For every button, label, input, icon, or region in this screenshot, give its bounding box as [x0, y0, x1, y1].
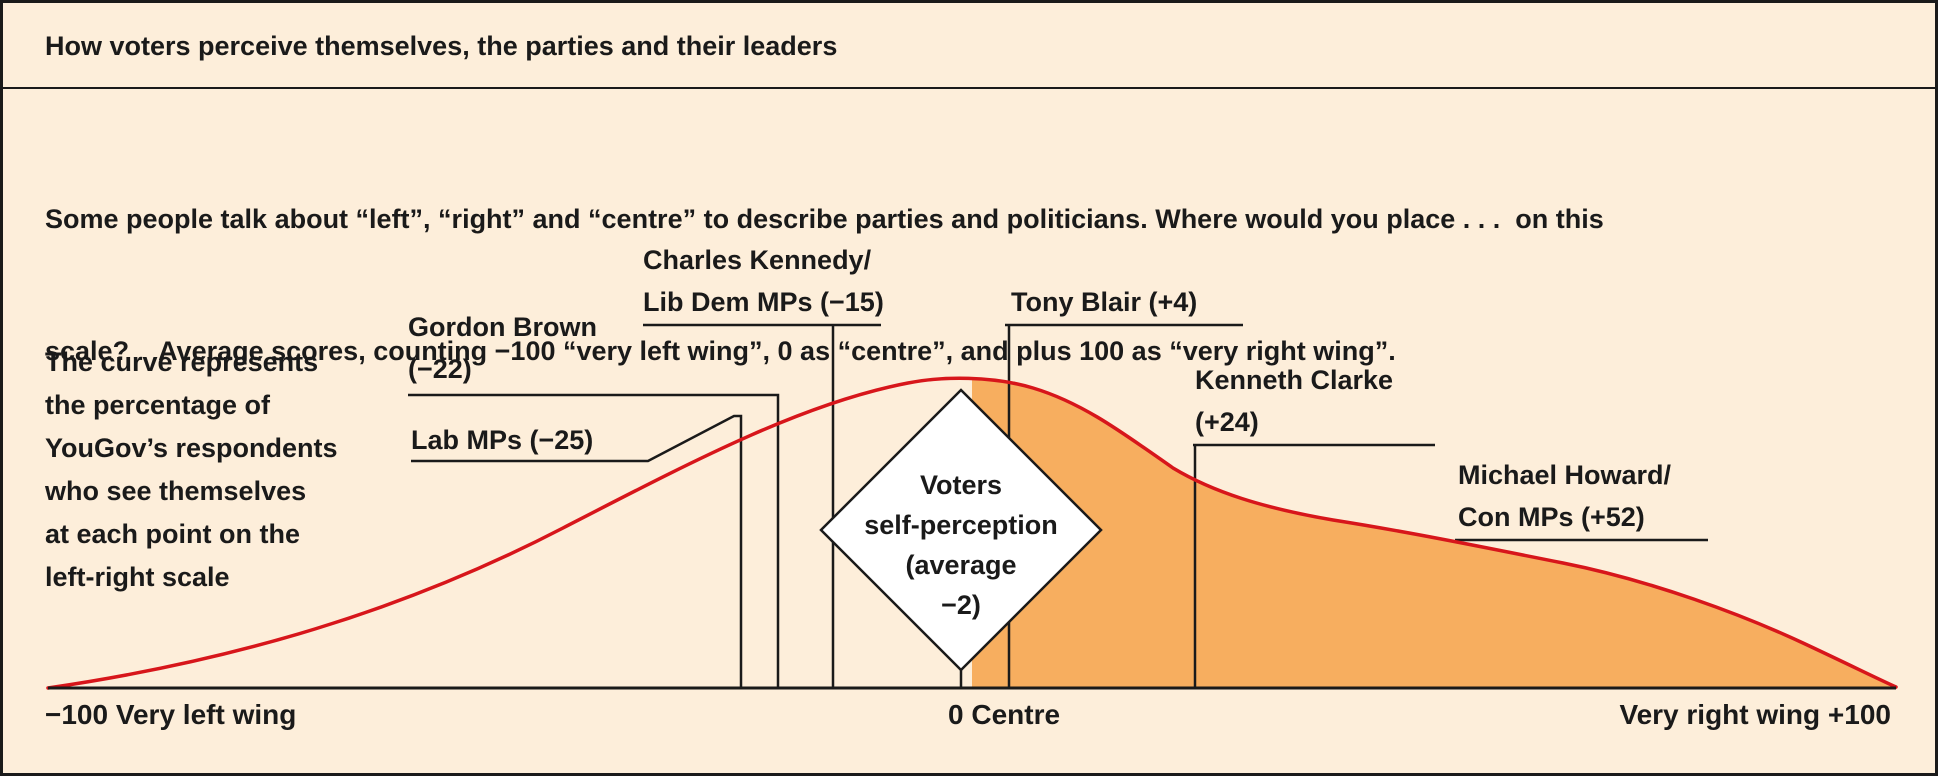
diamond-text-line-1: Voters — [919, 470, 1003, 500]
gordon-brown-connector — [408, 393, 780, 688]
axis-label-centre: 0 Centre — [948, 699, 1061, 730]
curve-explanation-note: The curve represents the percentage of Y… — [45, 341, 338, 599]
kenneth-clarke-label-line-2: (+24) — [1195, 407, 1259, 437]
gordon-brown-label-line-2: (−22) — [408, 354, 472, 384]
michael-howard-label: Michael Howard/ Con MPs (+52) — [1458, 454, 1671, 538]
survey-question-line-1: Some people talk about “left”, “right” a… — [45, 204, 1604, 234]
michael-howard-label-line-1: Michael Howard/ — [1458, 460, 1672, 490]
curve-note-line-3: YouGov’s respondents — [45, 433, 338, 463]
distribution-curve — [46, 376, 1898, 690]
lab-mps-label-line-1: Lab MPs (−25) — [411, 425, 594, 455]
curve-note-line-6: left-right scale — [45, 562, 230, 592]
kenneth-clarke-label-line-1: Kenneth Clarke — [1195, 365, 1394, 395]
kenneth-clarke-label: Kenneth Clarke (+24) — [1195, 359, 1393, 443]
diamond-text-line-3: (average — [905, 550, 1017, 580]
lab-mps-connector — [411, 414, 743, 688]
page-title: How voters perceive themselves, the part… — [45, 31, 838, 61]
distribution-chart — [46, 323, 1898, 690]
title-divider — [3, 87, 1935, 89]
gordon-brown-label-line-1: Gordon Brown — [408, 312, 597, 342]
diamond-text-line-2: self-perception — [864, 510, 1058, 540]
tony-blair-label: Tony Blair (+4) — [1011, 281, 1197, 323]
shaded-area-right-of-centre — [972, 378, 1896, 688]
survey-question-line-2: scale? Average scores, counting −100 “ve… — [45, 336, 1396, 366]
diamond-text-line-4: −2) — [941, 590, 981, 620]
survey-question: Some people talk about “left”, “right” a… — [45, 109, 1604, 461]
curve-note-line-2: the percentage of — [45, 390, 271, 420]
gordon-brown-label: Gordon Brown (−22) — [408, 306, 597, 390]
axis-label-very-right-wing: Very right wing +100 — [1619, 699, 1891, 730]
charles-kennedy-label-line-1: Charles Kennedy/ — [643, 245, 872, 275]
lab-mps-label: Lab MPs (−25) — [411, 419, 593, 461]
curve-note-line-4: who see themselves — [45, 476, 307, 506]
michael-howard-label-line-2: Con MPs (+52) — [1458, 502, 1645, 532]
curve-note-line-1: The curve represents — [45, 347, 319, 377]
curve-note-line-5: at each point on the — [45, 519, 301, 549]
charles-kennedy-label-line-2: Lib Dem MPs (−15) — [643, 287, 884, 317]
tony-blair-label-line-1: Tony Blair (+4) — [1011, 287, 1198, 317]
voters-self-perception-text: Voters self-perception (average −2) — [841, 465, 1081, 625]
charles-kennedy-label: Charles Kennedy/ Lib Dem MPs (−15) — [643, 239, 884, 323]
axis-label-very-left-wing: −100 Very left wing — [45, 699, 297, 730]
